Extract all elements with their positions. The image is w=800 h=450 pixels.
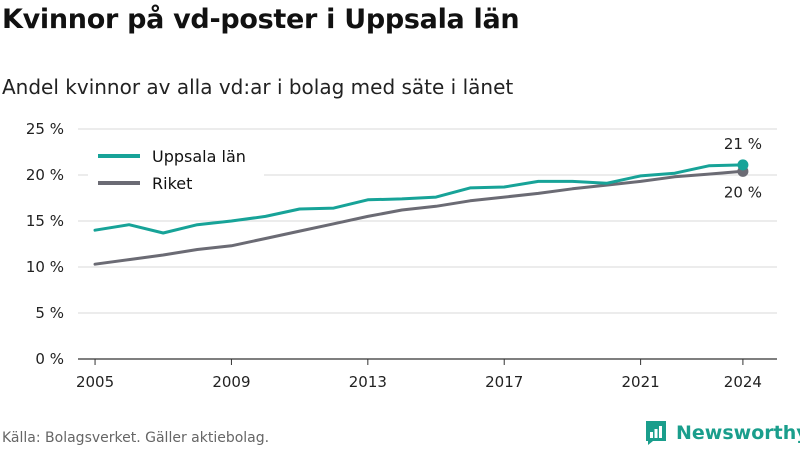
end-label-riket: 20 %	[724, 183, 762, 201]
brand-logo: Newsworthy	[644, 420, 800, 446]
y-tick-label: 15 %	[26, 212, 64, 230]
brand-name: Newsworthy	[676, 422, 800, 444]
x-tick-label: 2013	[349, 373, 387, 391]
newsworthy-logo-icon	[646, 421, 666, 445]
y-tick-label: 5 %	[35, 304, 64, 322]
x-tick-label: 2017	[485, 373, 523, 391]
x-tick-label: 2024	[724, 373, 762, 391]
end-labels: 21 % 20 %	[724, 135, 762, 201]
y-tick-label: 25 %	[26, 120, 64, 138]
end-label-uppsala: 21 %	[724, 135, 762, 153]
legend-label: Uppsala län	[152, 147, 246, 166]
legend: Uppsala län Riket	[88, 142, 264, 200]
series-line-riket	[93, 169, 745, 266]
y-tick-label: 10 %	[26, 258, 64, 276]
x-tick-label: 2005	[76, 373, 114, 391]
x-tick-label: 2009	[212, 373, 250, 391]
axis-layer: 0 % 5 % 10 % 15 % 20 % 25 % 2005 2009 2013 2017 20…	[26, 120, 762, 391]
y-tick-label: 20 %	[26, 166, 64, 184]
legend-label: Riket	[152, 174, 192, 193]
y-tick-label: 0 %	[35, 350, 64, 368]
source-note: Källa: Bolagsverket. Gäller aktiebolag.	[2, 430, 270, 446]
chart-title: Kvinnor på vd-poster i Uppsala län	[2, 4, 520, 35]
x-tick-label: 2021	[622, 373, 660, 391]
series-line-uppsala-län	[93, 163, 745, 235]
chart-subtitle: Andel kvinnor av alla vd:ar i bolag med …	[2, 75, 514, 99]
series-end-point	[737, 159, 749, 171]
series-layer	[93, 159, 749, 266]
legend-background	[88, 142, 264, 200]
